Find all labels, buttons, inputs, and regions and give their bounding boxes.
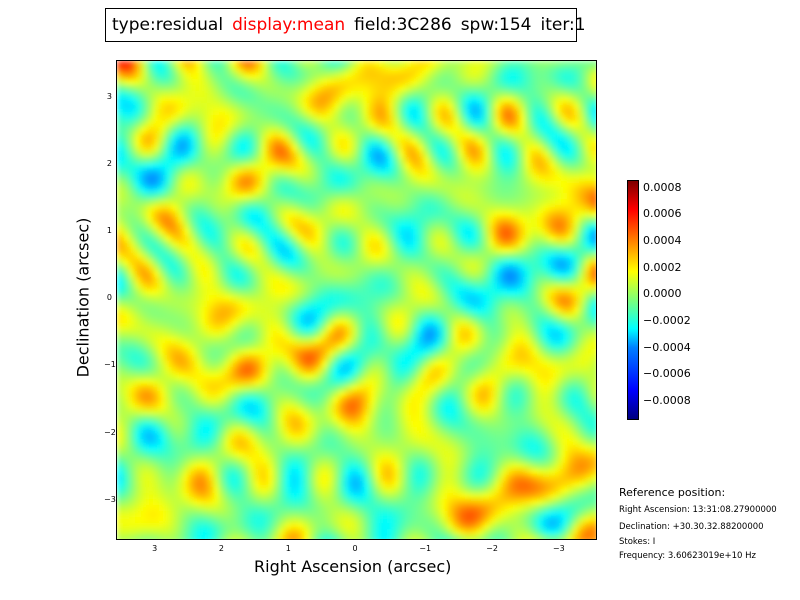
title-field: field:3C286 [354, 15, 452, 35]
x-tick-label: 2 [218, 544, 224, 553]
x-tick-label: 3 [152, 544, 158, 553]
colorbar-tick-label: −0.0008 [643, 394, 691, 407]
y-tick-label: 2 [106, 159, 112, 169]
x-tick-label: −2 [486, 544, 498, 553]
y-axis-label: Declination (arcsec) [73, 217, 93, 378]
colorbar-tick-label: −0.0002 [643, 314, 691, 327]
plot-title-box: type:residual display:mean field:3C286 s… [105, 8, 586, 42]
reference-ra: Right Ascension: 13:31:08.27900000 [619, 505, 777, 515]
colorbar-tick-label: −0.0004 [643, 340, 691, 354]
title-display: display:mean [232, 15, 346, 35]
colorbar-tick-label: 0.0006 [643, 207, 682, 221]
x-axis-label: Right Ascension (arcsec) [254, 557, 452, 576]
x-tick-label: 1 [285, 544, 291, 553]
y-tick-label: 3 [106, 91, 112, 101]
reference-stokes: Stokes: I [619, 537, 656, 547]
residual-heatmap [117, 61, 596, 539]
colorbar [627, 180, 639, 420]
y-tick-label: 1 [106, 226, 112, 236]
colorbar-tick-label: 0.0002 [643, 260, 682, 274]
reference-heading: Reference position: [619, 486, 726, 499]
x-tick-label: −3 [552, 544, 565, 553]
residual-image-plot[interactable] [116, 60, 597, 540]
y-tick-label: −2 [104, 427, 116, 437]
y-tick-label: −3 [104, 494, 116, 504]
x-tick-label: −1 [419, 544, 432, 553]
title-spw: spw:154 [460, 15, 532, 35]
y-tick-label: −1 [104, 360, 116, 370]
title-iter: iter:1 [540, 15, 586, 35]
colorbar-tick-label: 0.0008 [643, 180, 682, 194]
reference-frequency: Frequency: 3.60623019e+10 Hz [619, 551, 756, 561]
reference-dec: Declination: +30.30.32.88200000 [619, 522, 764, 532]
x-tick-label: 0 [352, 544, 358, 553]
colorbar-tick-label: 0.0004 [643, 234, 682, 247]
colorbar-tick-label: 0.0000 [643, 287, 682, 301]
title-type: type:residual [112, 15, 224, 35]
y-tick-label: 0 [106, 293, 112, 303]
colorbar-tick-label: −0.0006 [643, 367, 691, 381]
